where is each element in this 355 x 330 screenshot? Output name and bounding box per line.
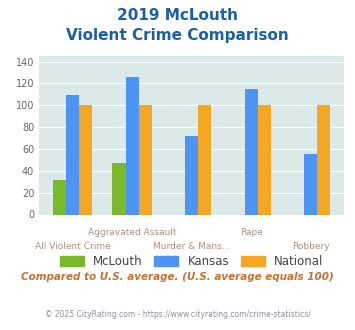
Text: Rape: Rape — [240, 228, 263, 237]
Bar — [185, 136, 198, 214]
Text: Violent Crime Comparison: Violent Crime Comparison — [66, 28, 289, 43]
Bar — [304, 154, 317, 214]
Bar — [53, 180, 66, 214]
Bar — [245, 89, 258, 214]
Text: Aggravated Assault: Aggravated Assault — [88, 228, 176, 237]
Bar — [198, 105, 211, 214]
Bar — [139, 105, 152, 214]
Bar — [126, 77, 139, 214]
Text: All Violent Crime: All Violent Crime — [35, 242, 110, 251]
Text: © 2025 CityRating.com - https://www.cityrating.com/crime-statistics/: © 2025 CityRating.com - https://www.city… — [45, 310, 310, 319]
Bar — [79, 105, 92, 214]
Legend: McLouth, Kansas, National: McLouth, Kansas, National — [60, 255, 323, 268]
Bar — [66, 95, 79, 214]
Text: Compared to U.S. average. (U.S. average equals 100): Compared to U.S. average. (U.S. average … — [21, 272, 334, 282]
Bar — [113, 163, 126, 215]
Text: 2019 McLouth: 2019 McLouth — [117, 8, 238, 23]
Text: Murder & Mans...: Murder & Mans... — [153, 242, 230, 251]
Bar — [258, 105, 271, 214]
Text: Robbery: Robbery — [292, 242, 330, 251]
Bar — [317, 105, 331, 214]
